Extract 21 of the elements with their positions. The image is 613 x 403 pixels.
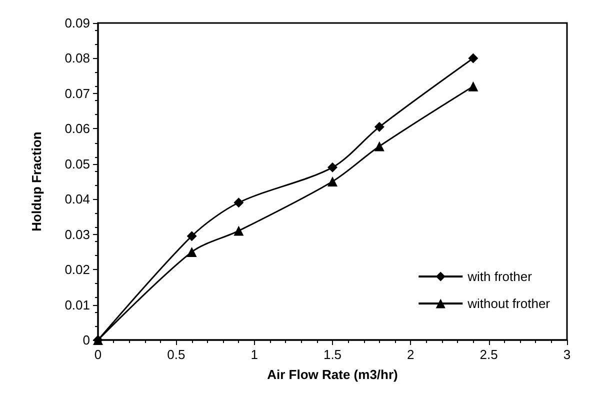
- y-tick-label: 0.09: [64, 16, 90, 30]
- y-tick-label: 0.02: [64, 262, 90, 278]
- x-tick-label: 2.5: [480, 347, 498, 362]
- y-tick-label: 0.08: [64, 50, 90, 66]
- x-tick-label: 0.5: [167, 347, 186, 362]
- y-tick-label: 0.05: [64, 156, 90, 172]
- x-tick-label: 1.5: [323, 347, 342, 362]
- y-tick-label: 0: [82, 332, 90, 348]
- legend-label: without frother: [466, 296, 551, 311]
- x-tick-label: 1: [250, 347, 258, 362]
- y-axis-title: Holdup Fraction: [29, 132, 44, 232]
- y-tick-label: 0.04: [64, 192, 90, 207]
- x-tick-label: 0: [94, 347, 102, 362]
- legend-label: with frother: [466, 269, 533, 284]
- x-axis-title: Air Flow Rate (m3/hr): [267, 367, 398, 382]
- y-tick-label: 0.03: [64, 226, 90, 242]
- x-tick-label: 2: [407, 347, 414, 362]
- y-tick-label: 0.07: [64, 86, 90, 101]
- x-tick-label: 3: [563, 347, 571, 362]
- y-tick-label: 0.01: [64, 297, 90, 312]
- y-tick-label: 0.06: [64, 121, 90, 136]
